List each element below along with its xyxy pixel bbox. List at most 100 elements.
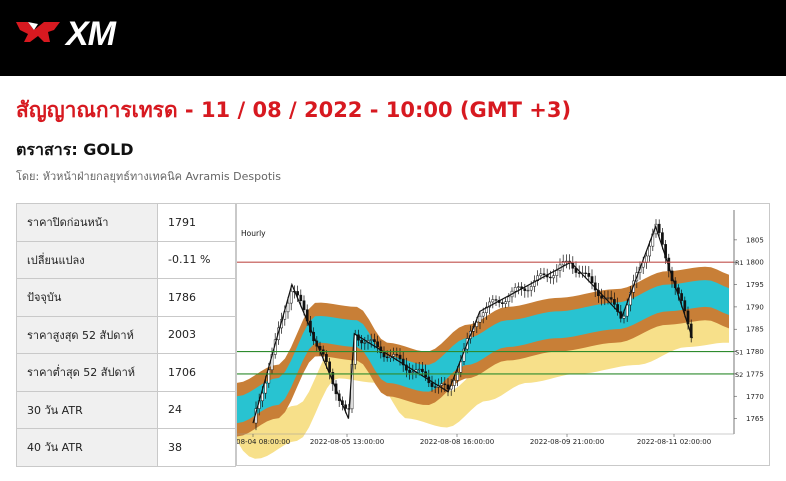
stat-label: ราคาต่ำสุด 52 สัปดาห์ [16, 353, 158, 392]
candle-body [606, 297, 610, 299]
candle-body [590, 276, 594, 284]
candle-body [657, 223, 661, 233]
candle-body [577, 272, 581, 274]
candle-body [398, 354, 402, 360]
candle-body [683, 300, 687, 312]
y-tick-label: 1775 [746, 370, 764, 378]
candle-body [481, 312, 485, 317]
stat-label: 40 วัน ATR [16, 428, 158, 467]
stat-label: ราคาปิดก่อนหน้า [16, 203, 158, 242]
stat-value: 1786 [157, 278, 236, 317]
candle-body [529, 286, 533, 291]
candle-body [609, 297, 613, 300]
candle-body [376, 341, 379, 348]
candle-body [561, 261, 565, 266]
y-tick-label: 1795 [746, 281, 764, 289]
candle-body [539, 273, 543, 277]
candle-body [600, 295, 603, 299]
candle-body [385, 356, 389, 359]
candle-body [382, 352, 386, 358]
candle-body [661, 232, 664, 245]
candle-body [286, 302, 290, 313]
table-row: 30 วัน ATR 24 [16, 390, 236, 429]
table-row: ราคาต่ำสุด 52 สัปดาห์ 1706 [16, 353, 236, 392]
y-tick-label: 1780 [746, 348, 764, 356]
candle-body [289, 291, 293, 304]
page-title: สัญญาณการเทรด - 11 / 08 / 2022 - 10:00 (… [16, 98, 572, 122]
candle-body [421, 368, 424, 372]
candle-body [625, 304, 629, 317]
candle-body [533, 280, 536, 287]
price-chart: R1 S1 S2 1765 1770 1775 1780 1785 1790 1795 1800 18… [216, 203, 770, 466]
stat-value: 1706 [157, 353, 236, 392]
candle-body [401, 358, 405, 366]
candle-body [440, 383, 443, 386]
candle-body [680, 293, 683, 301]
candle-body [328, 361, 331, 373]
candle-body [405, 364, 408, 371]
xm-logo[interactable]: XM [14, 14, 116, 54]
candle-body [261, 392, 264, 402]
bull-logo-icon [16, 22, 60, 42]
candle-body [299, 294, 303, 301]
candle-body [430, 382, 434, 387]
level-label: S2 [735, 371, 743, 379]
candle-body [325, 354, 328, 363]
chart-title: Hourly [241, 229, 266, 238]
stat-value: 1791 [157, 203, 236, 242]
candle-body [411, 371, 415, 373]
candle-body [504, 301, 507, 304]
y-tick-label: 1790 [746, 303, 764, 311]
candle-body [488, 301, 491, 308]
candle-body [552, 275, 555, 279]
logo-text: XM [66, 14, 116, 53]
stat-label: ราคาสูงสุด 52 สัปดาห์ [16, 315, 158, 354]
candle-body [587, 272, 591, 277]
candle-body [584, 272, 587, 274]
x-tick-label: 2022-08-11 02:00:00 [637, 438, 711, 446]
stat-label: เปลี่ยนแปลง [16, 240, 158, 279]
candle-body [373, 339, 376, 342]
candle-body [369, 339, 373, 341]
table-row: เปลี่ยนแปลง -0.11 % [16, 240, 236, 279]
author-line: โดย: หัวหน้าฝ่ายกลยุทธ์ทางเทคนิค Avramis… [16, 170, 281, 183]
stat-label: 30 วัน ATR [16, 390, 158, 429]
stats-table: ราคาปิดก่อนหน้า 1791 เปลี่ยนแปลง -0.11 % ป… [16, 203, 236, 467]
stat-value: 38 [157, 428, 236, 467]
candle-body [648, 245, 651, 257]
level-label: S1 [735, 349, 743, 357]
candle-body [302, 300, 306, 310]
candle-body [456, 372, 459, 381]
y-tick-label: 1800 [746, 259, 764, 267]
candle-body [446, 384, 450, 390]
candle-body [453, 380, 456, 386]
candle-body [613, 299, 616, 305]
candle-body [267, 369, 271, 384]
top-banner: XM [0, 0, 786, 76]
candle-body [344, 404, 347, 409]
stat-value: -0.11 % [157, 240, 236, 279]
x-tick-label: 2022-08-09 21:00:00 [530, 438, 604, 446]
candle-body [507, 296, 511, 302]
chart-svg: R1 S1 S2 1765 1770 1775 1780 1785 1790 1795 1800 18… [216, 210, 764, 459]
y-tick-label: 1805 [746, 236, 764, 244]
candle-body [622, 315, 626, 319]
candle-body [475, 321, 479, 327]
x-tick-label: 2022-08-04 08:00:00 [237, 438, 290, 446]
stat-value: 24 [157, 390, 236, 429]
candle-body [513, 287, 517, 292]
x-tick-label: 2022-08-08 16:00:00 [420, 438, 494, 446]
x-tick-label: 2022-08-05 13:00:00 [310, 438, 384, 446]
candle-body [485, 306, 488, 313]
candle-body [363, 342, 367, 344]
candle-body [555, 270, 559, 276]
candle-body [542, 273, 546, 275]
candle-body [408, 369, 411, 373]
stat-label: ปัจจุบัน [16, 278, 158, 317]
y-tick-label: 1785 [746, 326, 764, 334]
candle-body [433, 386, 437, 388]
candle-body [443, 383, 447, 386]
candle-body [494, 299, 498, 301]
table-row: ราคาสูงสุด 52 สัปดาห์ 2003 [16, 315, 236, 354]
stat-value: 2003 [157, 315, 236, 354]
